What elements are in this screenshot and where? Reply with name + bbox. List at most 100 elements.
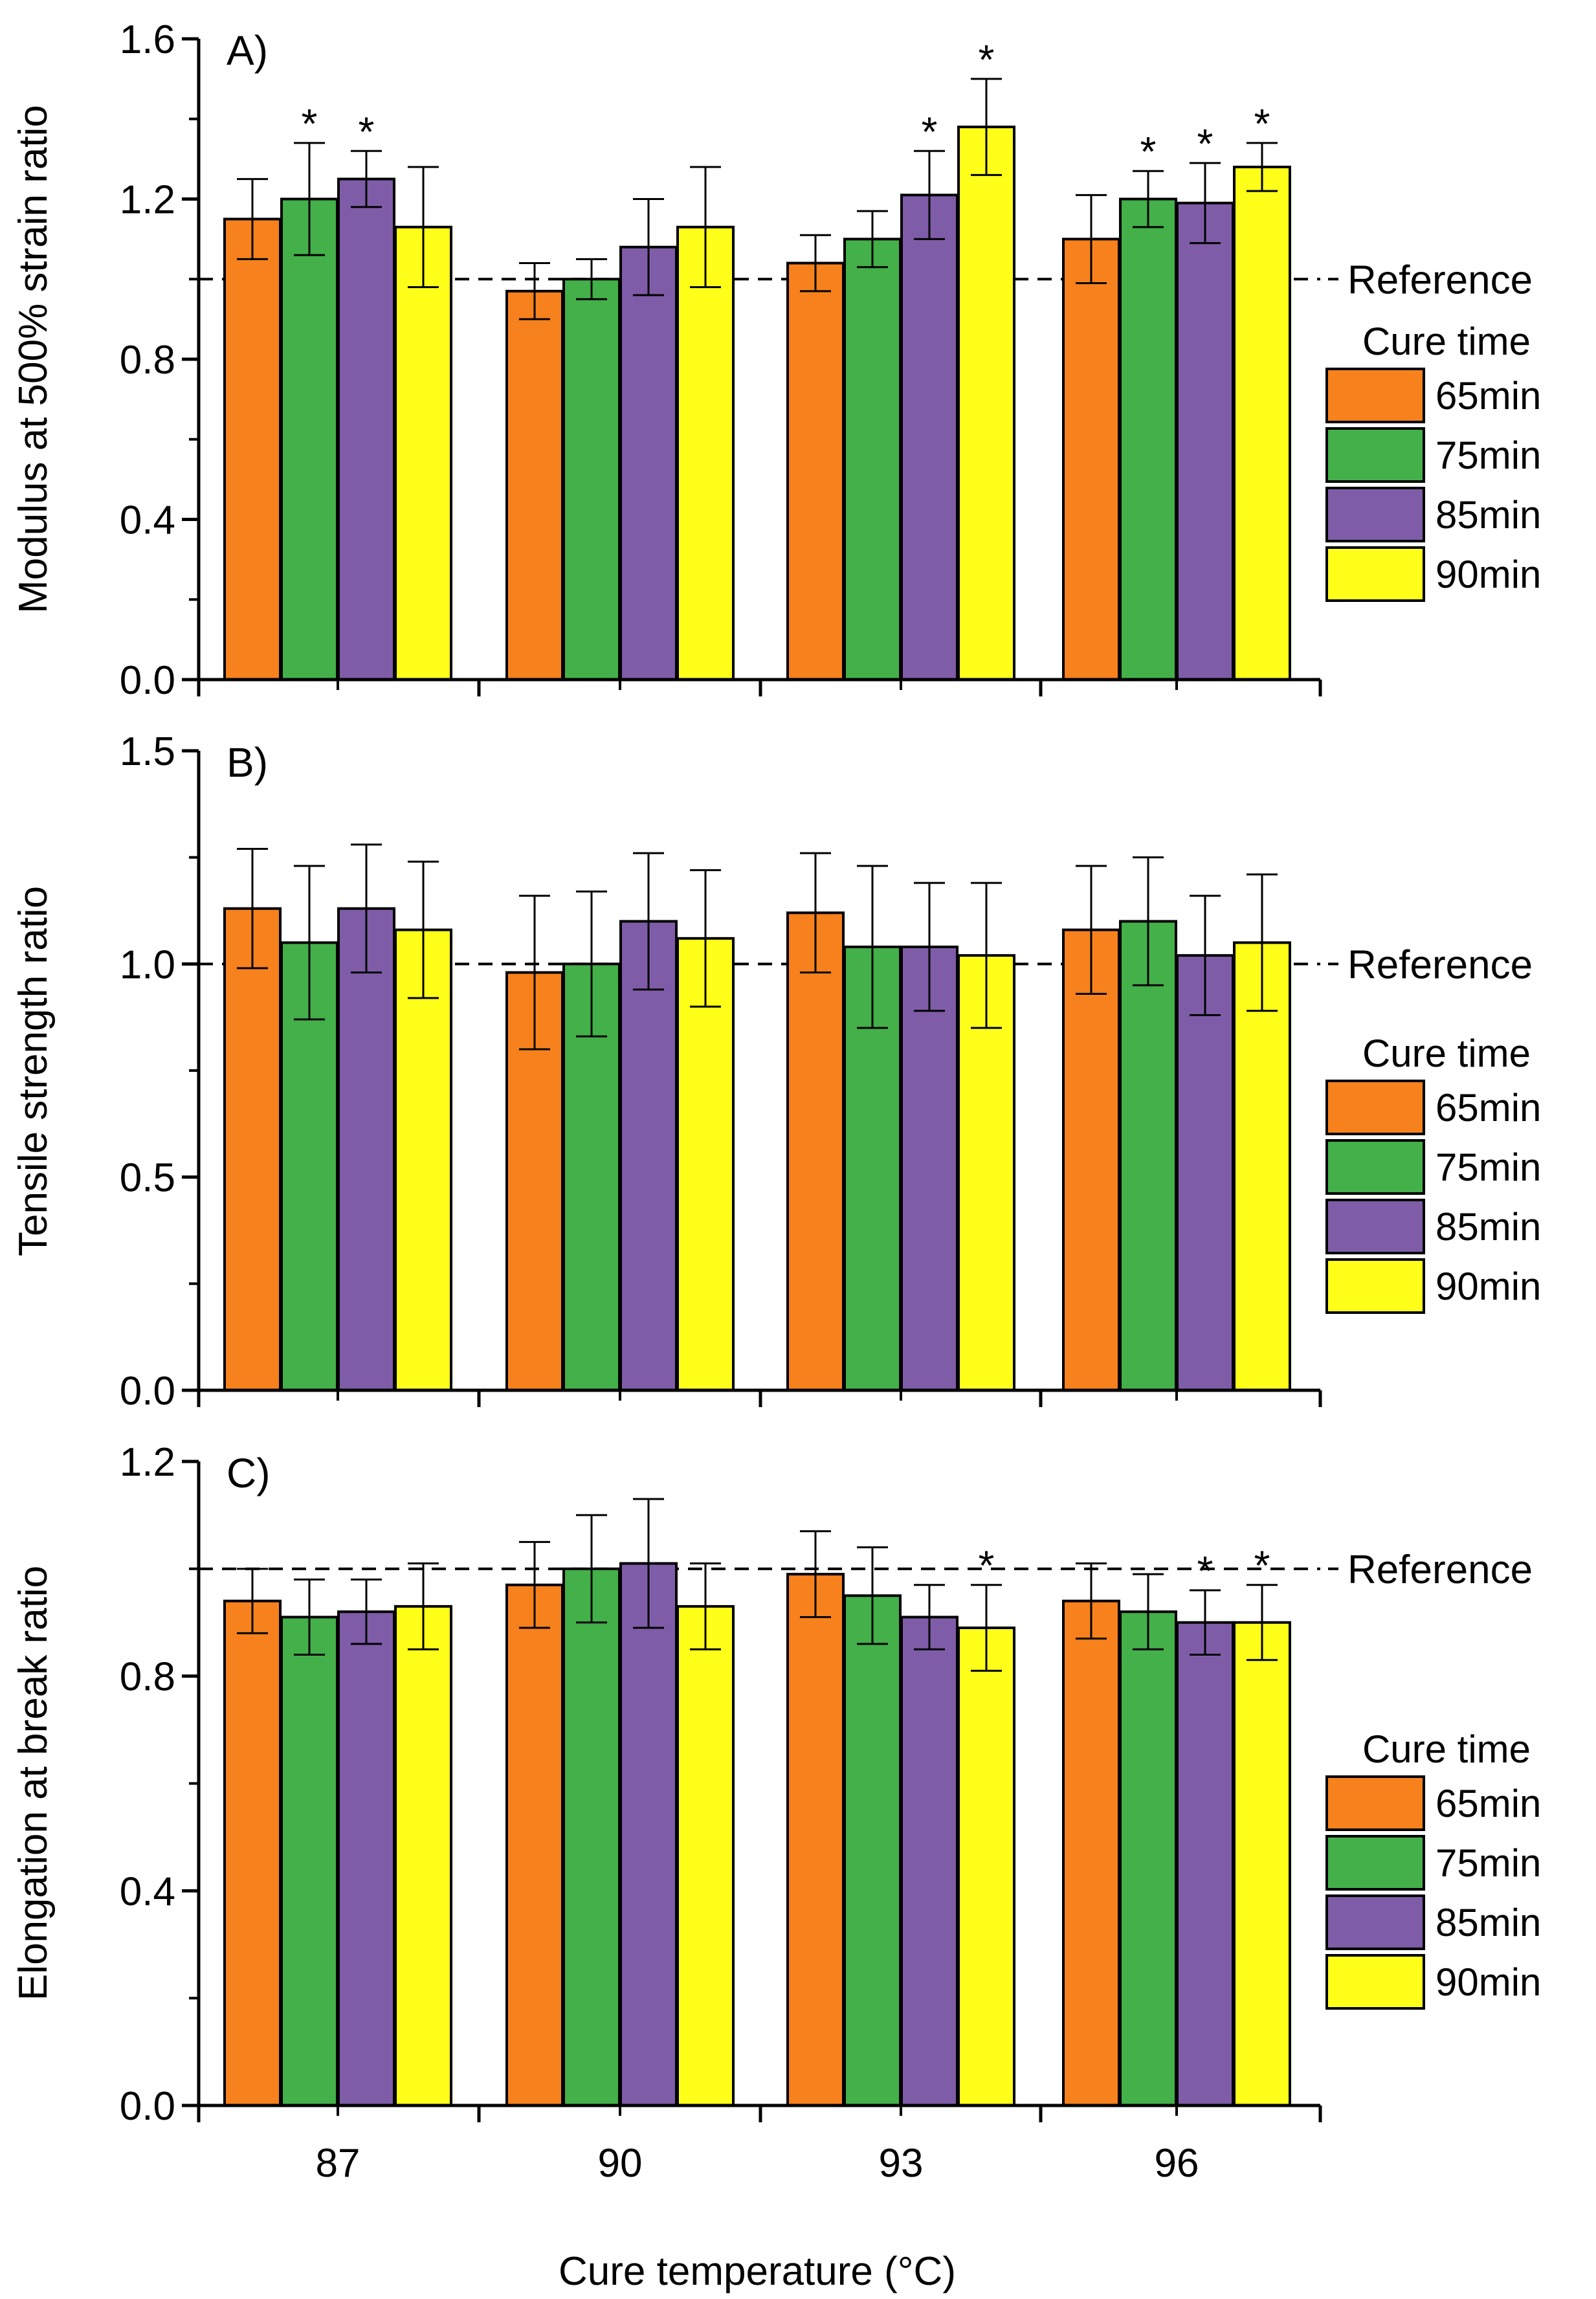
panel-b-y-tick-label: 0.5 <box>120 1156 175 1201</box>
panel-a-significance-star: * <box>979 36 995 83</box>
panel-c-significance-star: * <box>1197 1548 1214 1594</box>
panel-b-bar-75min-96 <box>1119 920 1177 1392</box>
panel-c-legend-label-85min: 85min <box>1435 1901 1541 1944</box>
panel-a-y-tick-label: 1.6 <box>120 17 175 62</box>
panel-a-bar-85min-87 <box>337 177 395 681</box>
panel-c-bar-90min-87 <box>394 1605 452 2107</box>
panel-a-legend-label-85min: 85min <box>1435 493 1541 537</box>
panel-a-bar-75min-90 <box>562 278 621 681</box>
panel-a-bar-65min-90 <box>505 289 564 681</box>
panel-c-reference-label: Reference <box>1347 1548 1533 1592</box>
panel-c-bar-75min-96 <box>1119 1610 1177 2107</box>
panel-b-y-tick-label: 1.0 <box>120 942 175 987</box>
panel-c-significance-star: * <box>1254 1542 1270 1589</box>
panel-c-bar-85min-93 <box>900 1616 959 2107</box>
panel-b-bar-90min-90 <box>676 937 735 1392</box>
panel-b-bar-65min-87 <box>223 907 282 1392</box>
panel-a-legend-label-65min: 65min <box>1435 374 1541 417</box>
panel-a-bar-65min-87 <box>223 217 282 681</box>
panel-c-bar-85min-90 <box>619 1562 678 2107</box>
panel-b-y-tick-label: 0.0 <box>120 1369 175 1414</box>
panel-b-y-tick-label: 1.5 <box>120 729 175 774</box>
panel-a-bar-65min-93 <box>786 261 845 681</box>
panel-c-y-tick-label: 1.2 <box>120 1440 175 1485</box>
panel-c-bar-65min-96 <box>1062 1599 1120 2107</box>
panel-a-bar-90min-90 <box>676 225 735 681</box>
panel-a-label: A) <box>227 27 268 74</box>
panel-b-legend-title: Cure time <box>1362 1032 1531 1075</box>
panel-a-bar-85min-90 <box>619 245 678 681</box>
panel-a-y-tick-label: 0.8 <box>120 338 175 383</box>
panel-a-y-tick-label: 0.4 <box>120 498 175 543</box>
panel-a-bar-85min-93 <box>900 194 959 681</box>
panel-c-legend-swatch-75min <box>1325 1835 1425 1891</box>
panel-a-bar-75min-96 <box>1119 197 1177 681</box>
panel-a-bar-65min-96 <box>1062 238 1120 681</box>
panel-c-significance-star: * <box>979 1542 995 1589</box>
panel-c-y-tick-label: 0.0 <box>120 2084 175 2129</box>
panel-b-reference-label: Reference <box>1347 942 1533 987</box>
panel-c-bar-90min-96 <box>1233 1621 1291 2107</box>
panel-c-bar-75min-93 <box>843 1594 902 2107</box>
panel-b-bar-65min-96 <box>1062 928 1120 1392</box>
panel-a-bar-90min-93 <box>957 126 1015 681</box>
panel-c-label: C) <box>227 1450 271 1496</box>
panel-b-y-axis-title: Tensile strength ratio <box>11 886 56 1256</box>
panel-c-y-axis-title: Elongation at break ratio <box>11 1566 56 2001</box>
x-axis-title: Cure temperature (°C) <box>559 2249 956 2294</box>
panel-a-bar-90min-87 <box>394 225 452 681</box>
x-tick-label-87: 87 <box>316 2141 360 2186</box>
panel-c-legend-swatch-85min <box>1325 1894 1425 1950</box>
panel-a-legend-label-90min: 90min <box>1435 553 1541 596</box>
panel-b-bar-65min-93 <box>786 911 845 1392</box>
panel-c-legend-label-90min: 90min <box>1435 1960 1541 2004</box>
panel-a-bar-75min-93 <box>843 238 902 681</box>
panel-c-bar-65min-87 <box>223 1599 282 2107</box>
panel-a-bar-85min-96 <box>1176 201 1234 681</box>
panel-c-legend-title: Cure time <box>1362 1727 1531 1771</box>
panel-b-legend-swatch-85min <box>1325 1199 1425 1254</box>
panel-c-bar-90min-90 <box>676 1605 735 2107</box>
panel-c-bar-65min-90 <box>505 1583 564 2107</box>
panel-a-significance-star: * <box>1140 128 1157 175</box>
panel-b-legend-label-65min: 65min <box>1435 1086 1541 1129</box>
x-tick-label-90: 90 <box>598 2141 643 2186</box>
panel-b-legend-label-90min: 90min <box>1435 1265 1541 1308</box>
panel-a-significance-star: * <box>1197 120 1214 167</box>
panel-c-bar-85min-96 <box>1176 1621 1234 2107</box>
panel-a-legend-title: Cure time <box>1362 320 1531 363</box>
panel-a-reference-label: Reference <box>1347 258 1533 302</box>
panel-c-legend-swatch-65min <box>1325 1775 1425 1831</box>
panel-b-bar-85min-87 <box>337 907 395 1392</box>
x-tick-label-93: 93 <box>879 2141 924 2186</box>
panel-a-bar-75min-87 <box>280 197 338 681</box>
panel-b-legend-swatch-75min <box>1325 1139 1425 1195</box>
panel-b-legend-label-75min: 75min <box>1435 1146 1541 1189</box>
panel-a-bar-90min-96 <box>1233 166 1291 681</box>
panel-a-significance-star: * <box>302 100 318 147</box>
panel-c-bar-90min-93 <box>957 1627 1015 2107</box>
x-tick-label-96: 96 <box>1155 2141 1199 2186</box>
panel-a-legend-swatch-90min <box>1325 546 1425 602</box>
panel-c-legend-swatch-90min <box>1325 1954 1425 2010</box>
panel-a-y-tick-label: 1.2 <box>120 178 175 223</box>
panel-c-legend-label-65min: 65min <box>1435 1782 1541 1825</box>
panel-b-bar-85min-93 <box>900 945 959 1392</box>
panel-b-bar-85min-90 <box>619 920 678 1392</box>
panel-c-bar-85min-87 <box>337 1610 395 2107</box>
panel-a-legend-swatch-75min <box>1325 427 1425 483</box>
panel-c-y-tick-label: 0.4 <box>120 1869 175 1914</box>
panel-a-y-axis-title: Modulus at 500% strain ratio <box>11 105 56 614</box>
panel-c-bar-65min-93 <box>786 1573 845 2107</box>
panel-b-legend-label-85min: 85min <box>1435 1205 1541 1249</box>
panel-c-bar-75min-87 <box>280 1616 338 2107</box>
panel-c-bar-75min-90 <box>562 1567 621 2107</box>
panel-a-legend-label-75min: 75min <box>1435 434 1541 477</box>
panel-a-significance-star: * <box>359 108 375 155</box>
panel-b-label: B) <box>227 739 268 786</box>
panel-a-y-tick-label: 0.0 <box>120 658 175 703</box>
panel-b-bar-85min-96 <box>1176 954 1234 1392</box>
panel-a-significance-star: * <box>922 108 938 155</box>
panel-a-legend-swatch-85min <box>1325 487 1425 542</box>
